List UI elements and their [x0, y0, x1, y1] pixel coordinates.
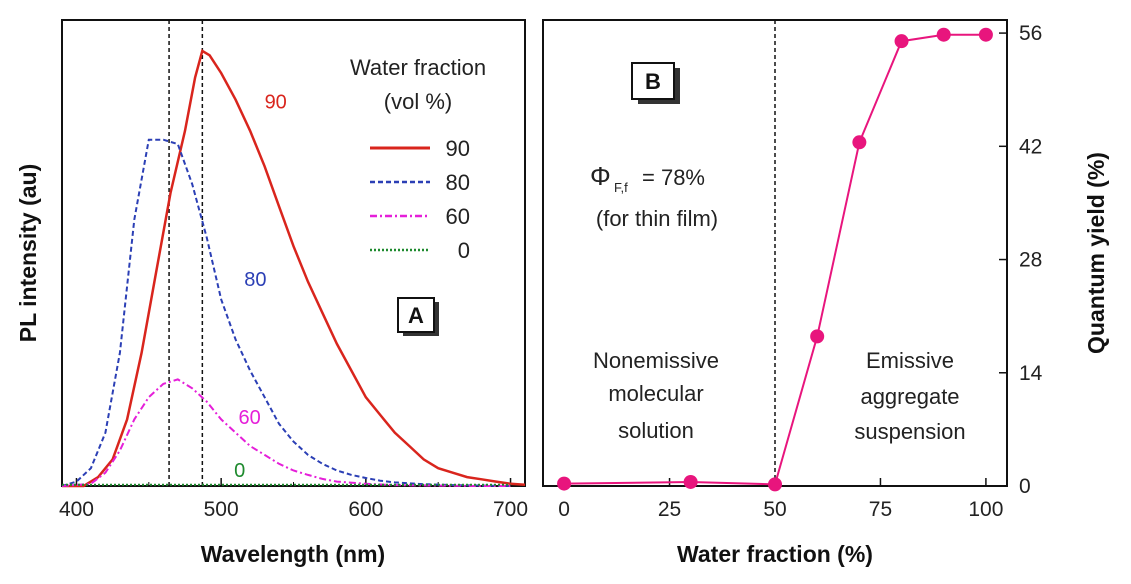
panel-b-tag-text: B	[645, 69, 661, 94]
panel-b-y-tick-label: 0	[1019, 475, 1031, 498]
panel-a-y-axis-title: PL intensity (au)	[15, 164, 41, 343]
panel-b-y-tick-label: 14	[1019, 362, 1043, 385]
curve-label-80: 80	[244, 269, 266, 291]
legend-title-line1: Water fraction	[350, 55, 486, 80]
quantum-yield-line	[564, 33, 986, 486]
right-region-label: Emissive aggregate suspension	[854, 348, 965, 444]
panel-a-curve-labels: 90 80 60 0	[234, 92, 287, 483]
panel-a-frame	[61, 19, 526, 487]
phi-symbol: Φ	[590, 161, 611, 191]
legend-title-line2: (vol %)	[384, 89, 452, 114]
panel-b-x-tick-label: 100	[968, 498, 1003, 521]
legend-label-80: 80	[446, 170, 470, 195]
quantum-yield-point	[810, 329, 825, 344]
panel-a-x-tick-label: 600	[348, 498, 383, 521]
quantum-yield-point	[978, 27, 993, 42]
panel-a-reference-lines	[168, 20, 204, 486]
left-region-line-1: Nonemissive	[593, 348, 719, 373]
panel-a-x-ticks: 400 500 600 700	[59, 478, 528, 521]
quantum-yield-point	[894, 34, 909, 49]
panel-a-x-tick-label: 500	[204, 498, 239, 521]
series-line-80	[61, 138, 511, 487]
curve-label-60: 60	[239, 407, 261, 429]
curve-label-0: 0	[234, 460, 245, 482]
panel-b-x-tick-label: 75	[869, 498, 892, 521]
panel-b-y-axis-title: Quantum yield (%)	[1083, 152, 1109, 354]
quantum-yield-annotation: Φ F,f = 78% (for thin film)	[590, 161, 718, 231]
phi-note: (for thin film)	[596, 206, 718, 231]
legend-label-0: 0	[458, 238, 470, 263]
panel-b-x-tick-label: 25	[658, 498, 681, 521]
panel-a-series	[61, 48, 526, 488]
panel-a-x-tick-label: 400	[59, 498, 94, 521]
panel-a-legend: Water fraction (vol %) 90 80 60 0	[350, 55, 486, 263]
panel-b-ticks: 0 25 50 75 100 0 14 28 42 56	[558, 22, 1042, 521]
panel-b-x-axis-title: Water fraction (%)	[677, 541, 873, 567]
panel-b-x-tick-label: 0	[558, 498, 570, 521]
right-region-line-1: Emissive	[866, 348, 954, 373]
phi-subscript: F,f	[614, 180, 628, 195]
legend-label-60: 60	[446, 204, 470, 229]
panel-b-tag: B	[631, 62, 680, 104]
phi-value: = 78%	[642, 165, 705, 190]
panel-a-tag: A	[397, 297, 439, 336]
left-region-line-2: molecular	[608, 381, 703, 406]
series-line-90	[62, 48, 526, 488]
panel-a-x-tick-label: 700	[493, 498, 528, 521]
quantum-yield-point	[557, 476, 572, 491]
panel-b-x-tick-label: 50	[763, 498, 786, 521]
quantum-yield-point	[936, 27, 951, 42]
legend-label-90: 90	[446, 136, 470, 161]
quantum-yield-point	[768, 477, 782, 492]
right-region-line-3: suspension	[854, 419, 965, 444]
panel-b-y-tick-label: 42	[1019, 135, 1042, 158]
left-region-line-3: solution	[618, 418, 694, 443]
curve-label-90: 90	[265, 92, 287, 114]
left-region-label: Nonemissive molecular solution	[593, 348, 719, 443]
panel-b-series	[557, 27, 993, 492]
panel-a-x-axis-title: Wavelength (nm)	[201, 541, 385, 567]
panel-b-y-tick-label: 56	[1019, 22, 1042, 45]
right-region-line-2: aggregate	[860, 384, 959, 409]
panel-b-y-tick-label: 28	[1019, 249, 1042, 272]
quantum-yield-point	[683, 474, 698, 489]
quantum-yield-point	[852, 135, 867, 150]
panel-a-tag-text: A	[408, 303, 424, 328]
